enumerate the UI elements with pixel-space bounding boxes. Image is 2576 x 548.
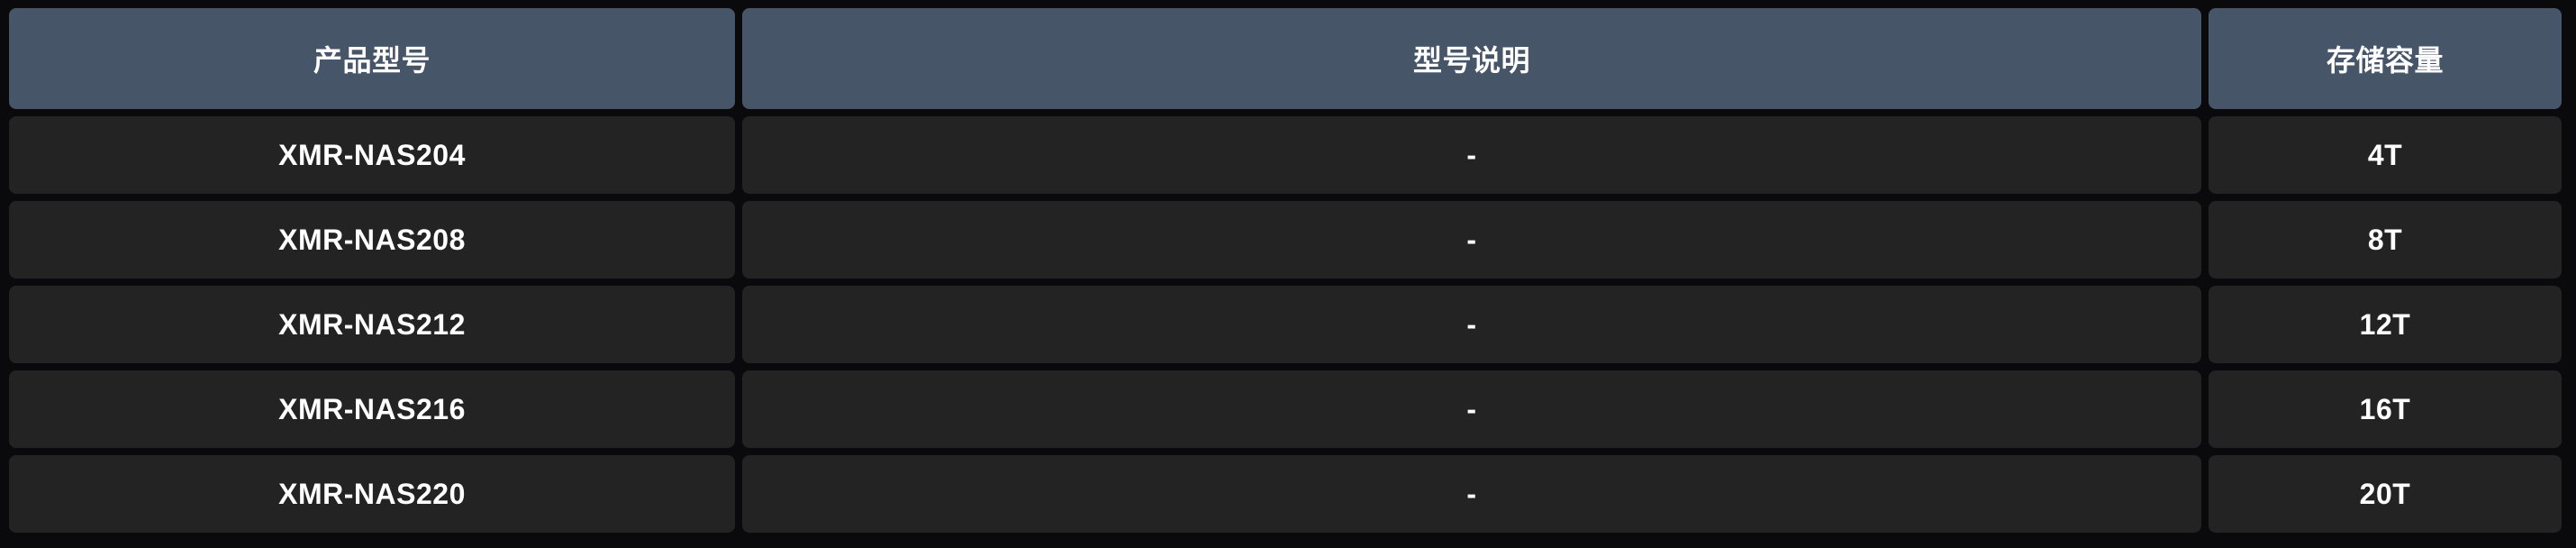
cell-description: - <box>742 370 2201 448</box>
cell-model: XMR-NAS212 <box>9 286 735 363</box>
cell-capacity: 20T <box>2209 455 2562 533</box>
cell-capacity: 8T <box>2209 201 2562 279</box>
cell-capacity: 12T <box>2209 286 2562 363</box>
cell-description: - <box>742 286 2201 363</box>
header-cell-model-description: 型号说明 <box>742 8 2201 109</box>
cell-model: XMR-NAS208 <box>9 201 735 279</box>
cell-description: - <box>742 455 2201 533</box>
cell-capacity: 16T <box>2209 370 2562 448</box>
cell-model: XMR-NAS204 <box>9 116 735 194</box>
cell-capacity: 4T <box>2209 116 2562 194</box>
cell-model: XMR-NAS216 <box>9 370 735 448</box>
header-cell-storage-capacity: 存储容量 <box>2209 8 2562 109</box>
cell-description: - <box>742 116 2201 194</box>
cell-model: XMR-NAS220 <box>9 455 735 533</box>
cell-description: - <box>742 201 2201 279</box>
header-cell-product-model: 产品型号 <box>9 8 735 109</box>
